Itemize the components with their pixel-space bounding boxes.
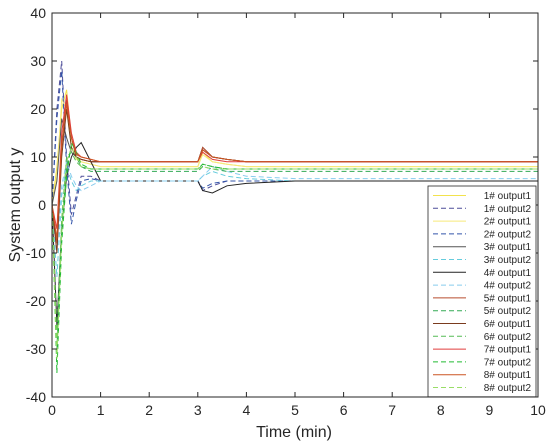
legend-entry: 1# output2 bbox=[484, 204, 532, 215]
x-tick-label: 9 bbox=[486, 402, 494, 418]
series-line-10 bbox=[51, 145, 538, 350]
y-tick-label: 20 bbox=[30, 101, 46, 117]
y-tick-label: -40 bbox=[26, 389, 46, 405]
legend-entry: 4# output2 bbox=[484, 281, 532, 292]
series-line-14 bbox=[51, 140, 538, 374]
legend-entry: 5# output2 bbox=[484, 306, 532, 317]
x-tick-label: 3 bbox=[194, 402, 202, 418]
x-tick-label: 8 bbox=[437, 402, 445, 418]
x-axis-label: Time (min) bbox=[256, 424, 332, 441]
legend-entry: 3# output2 bbox=[484, 255, 532, 266]
legend-entry: 1# output1 bbox=[484, 191, 532, 202]
x-tick-label: 6 bbox=[340, 402, 348, 418]
y-tick-label: 30 bbox=[30, 53, 46, 69]
legend-entry: 6# output1 bbox=[484, 319, 532, 330]
x-tick-label: 7 bbox=[388, 402, 396, 418]
legend-entry: 7# output1 bbox=[484, 345, 532, 356]
x-tick-label: 10 bbox=[530, 402, 546, 418]
y-tick-label: 10 bbox=[30, 149, 46, 165]
x-tick-label: 4 bbox=[243, 402, 251, 418]
legend-entry: 4# output1 bbox=[484, 268, 532, 279]
y-tick-label: 0 bbox=[38, 197, 46, 213]
x-tick-label: 2 bbox=[145, 402, 153, 418]
x-tick-label: 5 bbox=[291, 402, 299, 418]
series-line-16 bbox=[51, 146, 538, 359]
series-line-15 bbox=[51, 104, 538, 239]
legend-entry: 8# output1 bbox=[484, 370, 532, 381]
x-tick-label: 0 bbox=[48, 402, 56, 418]
y-tick-label: -30 bbox=[26, 341, 46, 357]
legend-entry: 5# output1 bbox=[484, 293, 532, 304]
legend-entry: 8# output2 bbox=[484, 383, 532, 394]
axes-layer: 0 1 2 3 4 5 6 7 8 9 10 -40 -30 -20 -10 0 10 20 30 40 bbox=[26, 5, 546, 418]
legend-entry: 7# output2 bbox=[484, 357, 532, 368]
legend-entry: 2# output2 bbox=[484, 229, 532, 240]
legend-entry: 3# output1 bbox=[484, 242, 532, 253]
y-axis-label: System output y bbox=[7, 148, 24, 263]
y-tick-label: -20 bbox=[26, 293, 46, 309]
series-layer bbox=[51, 60, 538, 374]
x-tick-label: 1 bbox=[97, 402, 105, 418]
y-tick-label: -10 bbox=[26, 245, 46, 261]
legend-entry: 2# output1 bbox=[484, 217, 532, 228]
legend-entry: 6# output2 bbox=[484, 332, 532, 343]
y-tick-label: 40 bbox=[30, 5, 46, 21]
